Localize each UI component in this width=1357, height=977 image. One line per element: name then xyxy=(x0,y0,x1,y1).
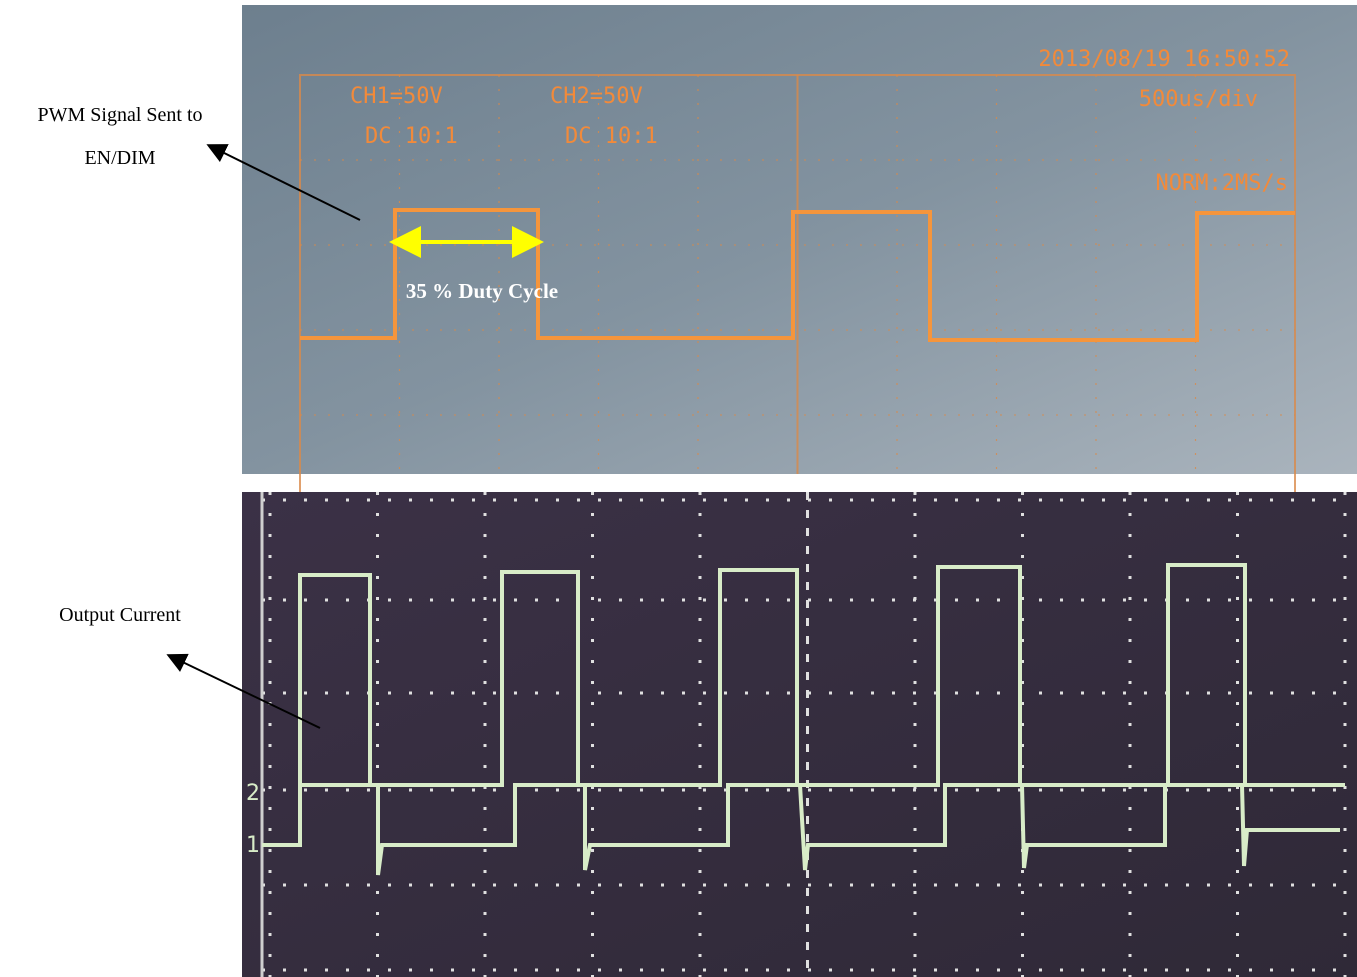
pwm-scope-capture: CH1=50V DC 10:1 CH2=50V DC 10:1 2013/08/… xyxy=(242,5,1357,495)
figure: CH1=50V DC 10:1 CH2=50V DC 10:1 2013/08/… xyxy=(0,0,1357,977)
timebase: 500us/div xyxy=(1139,87,1258,112)
ch2-coupling: DC 10:1 xyxy=(565,124,658,149)
acquisition-mode: NORM:2MS/s xyxy=(1156,171,1288,196)
ch1-marker: 1 xyxy=(246,833,260,858)
duty-cycle-label: 35 % Duty Cycle xyxy=(406,279,558,303)
ch1-coupling: DC 10:1 xyxy=(365,124,458,149)
current-scope-capture: 2 1 xyxy=(242,492,1357,977)
timestamp: 2013/08/19 16:50:52 xyxy=(1038,47,1290,72)
ch2-scale: CH2=50V xyxy=(550,84,643,109)
current-label: Output Current xyxy=(59,604,181,626)
ch2-marker: 2 xyxy=(246,781,260,806)
pwm-label: PWM Signal Sent to xyxy=(37,104,202,126)
pwm-label: EN/DIM xyxy=(84,147,155,169)
ch1-scale: CH1=50V xyxy=(350,84,443,109)
